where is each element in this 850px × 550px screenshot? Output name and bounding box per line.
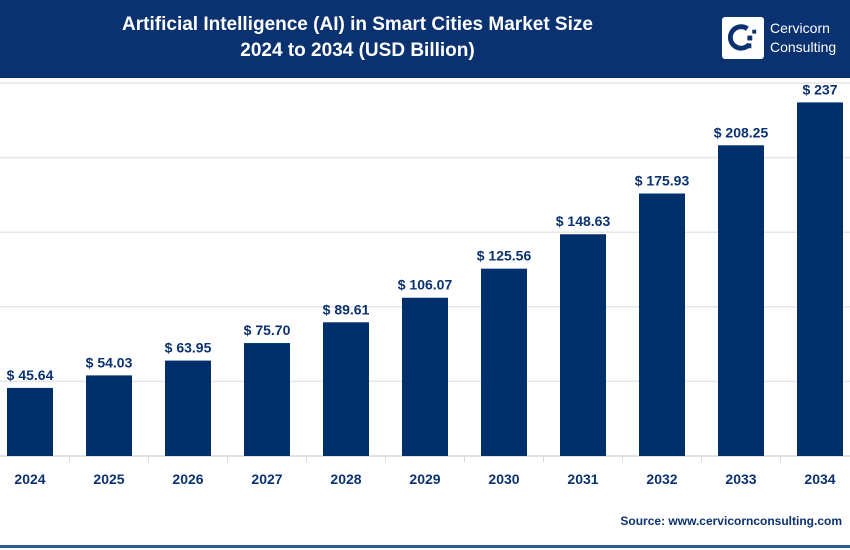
- bar-2028: [323, 322, 369, 456]
- bar-2029: [402, 297, 448, 456]
- x-tick-label: 2034: [804, 471, 835, 487]
- source-note: Source: www.cervicornconsulting.com: [620, 514, 842, 528]
- x-tick-label: 2033: [725, 471, 756, 487]
- data-label: $ 125.56: [477, 248, 532, 264]
- x-tick-label: 2025: [93, 471, 124, 487]
- x-tick-label: 2026: [172, 471, 203, 487]
- data-label: $ 237: [802, 81, 837, 97]
- x-tick-label: 2027: [251, 471, 282, 487]
- bar-2030: [481, 268, 527, 456]
- x-tick-label: 2031: [567, 471, 598, 487]
- data-label: $ 89.61: [323, 301, 370, 317]
- x-tick-label: 2032: [646, 471, 677, 487]
- bar-2032: [639, 193, 685, 456]
- x-tick-label: 2030: [488, 471, 519, 487]
- brand-name: Cervicorn Consulting: [770, 19, 846, 57]
- data-label: $ 208.25: [714, 124, 769, 140]
- bar-2024: [7, 387, 53, 456]
- chart-header: Artificial Intelligence (AI) in Smart Ci…: [0, 0, 850, 78]
- x-tick-label: 2028: [330, 471, 361, 487]
- brand-line-2: Consulting: [770, 39, 837, 55]
- bar-chart: $ 45.64 2024 $ 54.03 2025 $ 63.95 2026 $ 75.70…: [0, 81, 850, 487]
- data-label: $ 45.64: [7, 367, 54, 383]
- bar-2026: [165, 360, 211, 456]
- data-label: $ 75.70: [244, 322, 291, 338]
- bar-2025: [86, 375, 132, 456]
- brand-line-1: Cervicorn: [770, 20, 830, 36]
- data-label: $ 63.95: [165, 340, 212, 356]
- x-tick-label: 2024: [14, 471, 45, 487]
- bar-2027: [244, 343, 290, 456]
- data-label: $ 54.03: [86, 354, 133, 370]
- bar-2033: [718, 145, 764, 456]
- chart-title: Artificial Intelligence (AI) in Smart Ci…: [0, 12, 715, 64]
- title-line-2: 2024 to 2034 (USD Billion): [240, 40, 475, 61]
- data-label: $ 106.07: [398, 277, 453, 293]
- x-tick-label: 2029: [409, 471, 440, 487]
- title-line-1: Artificial Intelligence (AI) in Smart Ci…: [122, 14, 593, 35]
- bar-2031: [560, 234, 606, 456]
- brand-logo-icon: [722, 17, 764, 59]
- data-label: $ 175.93: [635, 173, 690, 189]
- bottom-divider: [0, 545, 850, 548]
- data-label: $ 148.63: [556, 213, 611, 229]
- bar-2034: [797, 102, 843, 456]
